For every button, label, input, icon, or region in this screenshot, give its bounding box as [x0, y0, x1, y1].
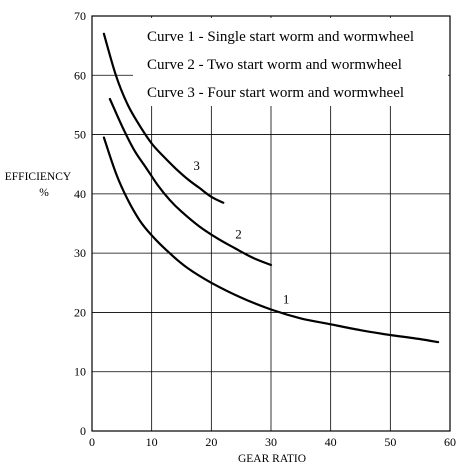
y-tick-label: 70	[74, 9, 86, 23]
curve-2-line	[108, 97, 273, 267]
x-tick-labels: 0 10 20 30 40 50 60	[89, 435, 456, 449]
y-axis-label-line-2: %	[39, 187, 49, 199]
y-tick-label: 0	[80, 424, 86, 438]
x-tick-label: 20	[205, 435, 217, 449]
curve-3-line	[102, 32, 225, 204]
curve-labels: 1 2 3	[193, 158, 289, 306]
curve-label-3: 3	[193, 158, 200, 173]
plot-frame	[91, 15, 451, 432]
x-tick-label: 40	[325, 435, 337, 449]
y-axis-label-line-1: EFFICIENCY	[5, 171, 72, 183]
legend-box	[133, 18, 448, 106]
y-tick-label: 40	[74, 187, 86, 201]
y-tick-label: 30	[74, 246, 86, 260]
legend-item-curve-2: Curve 2 - Two start worm and wormwheel	[147, 57, 402, 73]
y-tick-label: 20	[74, 305, 86, 319]
x-tick-label: 30	[265, 435, 277, 449]
x-tick-label: 50	[384, 435, 396, 449]
y-tick-label: 10	[74, 365, 86, 379]
curve-label-1: 1	[283, 292, 290, 307]
x-tick-label: 0	[89, 435, 95, 449]
x-tick-label: 60	[444, 435, 456, 449]
legend-item-curve-3: Curve 3 - Four start worm and wormwheel	[147, 85, 404, 101]
curve-1-line	[102, 136, 440, 344]
y-tick-labels: 0 10 20 30 40 50 60 70	[74, 9, 86, 438]
curve-label-2: 2	[235, 226, 242, 241]
y-tick-label: 50	[74, 128, 86, 142]
x-tick-label: 10	[146, 435, 158, 449]
legend-item-curve-1: Curve 1 - Single start worm and wormwhee…	[147, 29, 414, 45]
y-tick-label: 60	[74, 68, 86, 82]
x-axis-label: GEAR RATIO	[238, 453, 306, 465]
curves	[102, 32, 440, 344]
